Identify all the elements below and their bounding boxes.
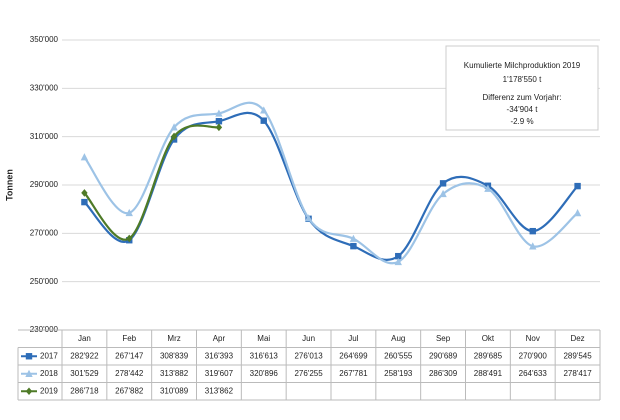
value-label: 308'839 xyxy=(160,351,189,360)
value-label: 310'089 xyxy=(160,386,189,395)
value-label: 288'491 xyxy=(474,369,503,378)
marker xyxy=(81,198,88,206)
value-label: 270'900 xyxy=(519,351,548,360)
value-label: 267'147 xyxy=(115,351,144,360)
legend-label: 2018 xyxy=(40,369,58,378)
marker xyxy=(215,118,223,125)
y-tick-label: 290'000 xyxy=(30,180,59,189)
legend-label: 2019 xyxy=(40,386,58,395)
marker xyxy=(80,153,89,161)
x-tick-label: Okt xyxy=(482,334,495,343)
value-label: 316'393 xyxy=(205,351,234,360)
x-tick-label: Sep xyxy=(436,334,451,343)
marker xyxy=(260,117,267,124)
marker xyxy=(125,208,133,217)
x-tick-label: Dez xyxy=(570,334,584,343)
x-tick-label: Nov xyxy=(526,334,540,343)
marker xyxy=(395,252,402,260)
marker xyxy=(170,123,178,131)
value-label: 286'718 xyxy=(70,386,99,395)
value-label: 290'689 xyxy=(429,351,458,360)
value-label: 320'896 xyxy=(250,369,279,378)
value-label: 258'193 xyxy=(384,369,413,378)
marker xyxy=(170,132,178,141)
legend-label: 2017 xyxy=(40,351,58,360)
annotation: -2.9 % xyxy=(510,117,533,126)
value-label: 319'607 xyxy=(205,369,234,378)
marker xyxy=(573,208,582,217)
marker xyxy=(25,387,33,396)
x-tick-label: Jul xyxy=(348,334,358,343)
value-label: 282'922 xyxy=(70,351,99,360)
x-tick-label: Mrz xyxy=(167,334,180,343)
marker xyxy=(215,123,223,132)
annotation: 1'178'550 t xyxy=(503,75,542,84)
annotation: Differenz zum Vorjahr: xyxy=(483,93,562,102)
value-label: 267'882 xyxy=(115,386,144,395)
x-tick-label: Apr xyxy=(213,334,226,343)
value-label: 278'417 xyxy=(563,369,592,378)
value-label: 264'699 xyxy=(339,351,368,360)
value-label: 278'442 xyxy=(115,369,144,378)
y-tick-label: 310'000 xyxy=(30,132,59,141)
marker xyxy=(484,184,492,192)
marker xyxy=(25,353,33,360)
y-tick-label: 270'000 xyxy=(30,228,59,237)
marker xyxy=(529,242,537,250)
series-line xyxy=(83,111,579,261)
annotation: -34'904 t xyxy=(507,105,539,114)
marker xyxy=(439,189,447,198)
value-label: 289'685 xyxy=(474,351,503,360)
marker xyxy=(394,257,402,266)
marker xyxy=(81,189,88,197)
marker xyxy=(260,106,268,114)
value-label: 276'013 xyxy=(294,351,323,360)
value-label: 264'633 xyxy=(519,369,548,378)
marker xyxy=(25,369,33,377)
y-tick-label: 350'000 xyxy=(30,35,59,44)
marker xyxy=(349,234,358,242)
value-label: 301'529 xyxy=(70,369,99,378)
value-label: 313'862 xyxy=(205,386,234,395)
value-label: 260'555 xyxy=(384,351,413,360)
x-tick-label: Aug xyxy=(391,334,405,343)
value-label: 316'613 xyxy=(250,351,279,360)
marker xyxy=(304,214,313,222)
annotation: Kumulierte Milchproduktion 2019 xyxy=(464,61,581,70)
series-line xyxy=(83,124,220,241)
x-tick-label: Feb xyxy=(122,334,136,343)
y-axis-label: Tonnen xyxy=(4,169,14,201)
value-label: 286'309 xyxy=(429,369,458,378)
x-tick-label: Mai xyxy=(257,334,270,343)
value-label: 267'781 xyxy=(339,369,368,378)
value-label: 313'882 xyxy=(160,369,189,378)
marker xyxy=(529,227,536,235)
value-label: 276'255 xyxy=(294,369,323,378)
y-tick-label: 330'000 xyxy=(30,83,59,92)
marker xyxy=(439,180,447,187)
marker xyxy=(215,109,223,117)
value-label: 289'545 xyxy=(563,351,592,360)
marker xyxy=(126,234,133,243)
marker xyxy=(574,182,581,190)
annotation-box xyxy=(445,45,599,131)
y-tick-label: 250'000 xyxy=(30,277,59,286)
x-tick-label: Jan xyxy=(78,334,91,343)
marker xyxy=(350,242,357,250)
x-tick-label: Jun xyxy=(302,334,315,343)
